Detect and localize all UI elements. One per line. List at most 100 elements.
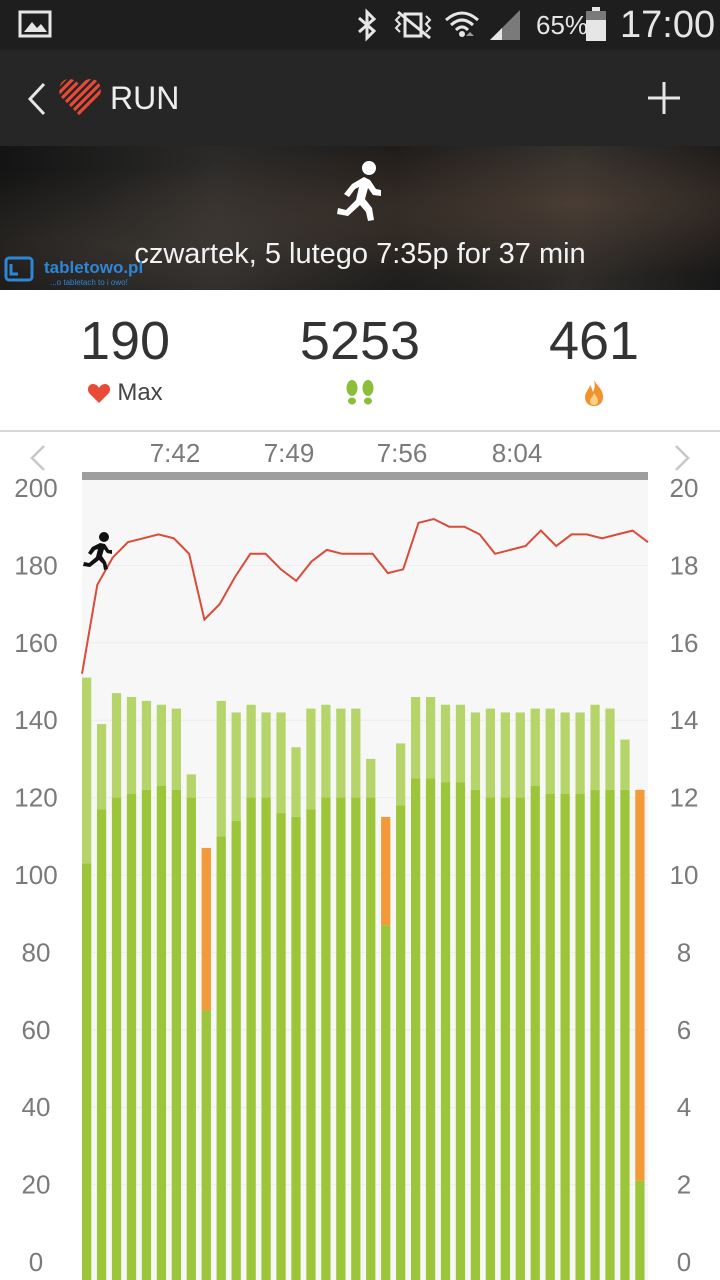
time-axis-tick: 7:56	[377, 438, 428, 468]
watermark-tagline: ...o tabletach to i owo!	[50, 278, 128, 287]
bar-bottom-segment	[620, 789, 630, 1280]
bar-top-segment	[336, 708, 346, 798]
chart-bar	[96, 724, 107, 1280]
chart-prev-button[interactable]	[30, 445, 45, 471]
bar-bottom-segment	[231, 820, 241, 1280]
right-axis-tick: 8	[677, 937, 691, 967]
chart-bar	[545, 708, 555, 1280]
bar-bottom-segment	[605, 789, 615, 1280]
bar-bottom-segment	[141, 789, 152, 1280]
battery-percentage: 65%	[536, 10, 589, 40]
right-axis-tick: 16	[670, 628, 699, 658]
steps-value: 5253	[299, 311, 421, 371]
bar-top-segment	[186, 774, 196, 798]
bar-top-segment	[530, 708, 540, 786]
bar-top-segment	[440, 704, 451, 783]
right-axis-tick: 4	[677, 1092, 691, 1122]
chart-next-button[interactable]	[675, 445, 690, 471]
bar-top-segment	[111, 693, 122, 798]
chart-bar	[82, 677, 92, 1280]
chart-bar	[186, 774, 196, 1280]
stats-row: 190 Max 5253 461	[0, 290, 720, 432]
vibrate-mute-icon	[394, 10, 432, 40]
bar-top-segment	[351, 708, 361, 798]
bar-bottom-segment	[575, 793, 585, 1280]
left-axis-tick: 100	[14, 860, 57, 890]
session-banner: czwartek, 5 lutego 7:35p for 37 min tabl…	[0, 146, 720, 290]
chart-bar	[306, 708, 316, 1280]
bar-bottom-segment	[111, 797, 122, 1280]
bar-top-segment	[231, 712, 241, 821]
right-axis-tick: 2	[677, 1170, 691, 1200]
right-axis-tick: 18	[670, 550, 699, 580]
bar-bottom-segment	[276, 813, 286, 1280]
left-axis-tick: 60	[22, 1015, 51, 1045]
bar-bottom-segment	[500, 797, 510, 1280]
bar-top-segment	[396, 743, 406, 806]
bar-bottom-segment	[410, 778, 421, 1280]
bar-top-segment	[381, 816, 391, 926]
chart-bar	[530, 708, 540, 1280]
chart-bar	[246, 704, 256, 1280]
chart-bar	[111, 693, 122, 1280]
bar-top-segment	[545, 708, 555, 794]
bar-top-segment	[470, 712, 481, 790]
bar-bottom-segment	[590, 789, 600, 1280]
stat-steps: 5253	[240, 310, 480, 408]
time-axis-tick: 7:42	[150, 438, 201, 468]
bar-bottom-segment	[381, 925, 391, 1280]
stat-calories: 461	[474, 310, 714, 408]
chart-bar	[605, 708, 615, 1280]
session-summary: czwartek, 5 lutego 7:35p for 37 min	[134, 238, 586, 270]
chart-bar	[515, 712, 525, 1280]
bar-bottom-segment	[171, 789, 181, 1280]
right-axis-tick: 0	[677, 1247, 691, 1277]
time-axis-tick: 7:49	[264, 438, 315, 468]
bar-top-segment	[246, 704, 256, 798]
chart-bar	[141, 700, 152, 1280]
bar-bottom-segment	[186, 797, 196, 1280]
back-button[interactable]	[22, 80, 52, 118]
bar-top-segment	[366, 758, 376, 798]
bar-bottom-segment	[515, 797, 525, 1280]
chart-bar	[425, 696, 436, 1280]
bar-top-segment	[515, 712, 525, 798]
wifi-icon	[445, 11, 479, 37]
bar-top-segment	[276, 712, 286, 814]
chart-bar	[156, 704, 167, 1280]
runner-marker-icon	[83, 532, 112, 570]
bar-bottom-segment	[366, 797, 376, 1280]
bar-top-segment	[605, 708, 615, 790]
max-label: Max	[117, 379, 163, 406]
bar-top-segment	[261, 712, 271, 798]
bar-top-segment	[321, 704, 331, 798]
bar-bottom-segment	[156, 785, 167, 1280]
bar-bottom-segment	[291, 816, 301, 1280]
add-button[interactable]	[642, 76, 686, 120]
bar-bottom-segment	[470, 789, 481, 1280]
heart-logo-icon	[59, 79, 101, 116]
bar-bottom-segment	[560, 793, 570, 1280]
bar-top-segment	[201, 847, 211, 1011]
activity-chart-svg: 0 20 40 60 80 100 120 140 160 180 200 0 2 4 6 8 10 12 14 1…	[14, 438, 699, 1280]
chart-bar	[560, 712, 570, 1280]
chart-bar	[276, 712, 286, 1280]
time-scrollbar[interactable]	[82, 472, 648, 480]
action-bar: RUN	[0, 50, 720, 146]
calories-value: 461	[548, 311, 640, 371]
bar-top-segment	[82, 677, 92, 864]
left-axis-tick: 40	[22, 1092, 51, 1122]
tablet-logo-icon	[4, 256, 34, 282]
chart-bar	[261, 712, 271, 1280]
banner-background	[0, 146, 720, 290]
activity-chart: 0 20 40 60 80 100 120 140 160 180 200 0 2 4 6 8 10 12 14 1…	[0, 432, 720, 1280]
stat-heart-rate: 190 Max	[5, 310, 245, 408]
bar-bottom-segment	[351, 797, 361, 1280]
bar-bottom-segment	[246, 797, 256, 1280]
bar-bottom-segment	[321, 797, 331, 1280]
chart-bar	[216, 700, 226, 1280]
bar-bottom-segment	[216, 836, 226, 1280]
clock: 17:00	[620, 4, 716, 46]
chart-bar	[455, 704, 466, 1280]
bar-bottom-segment	[440, 782, 451, 1280]
